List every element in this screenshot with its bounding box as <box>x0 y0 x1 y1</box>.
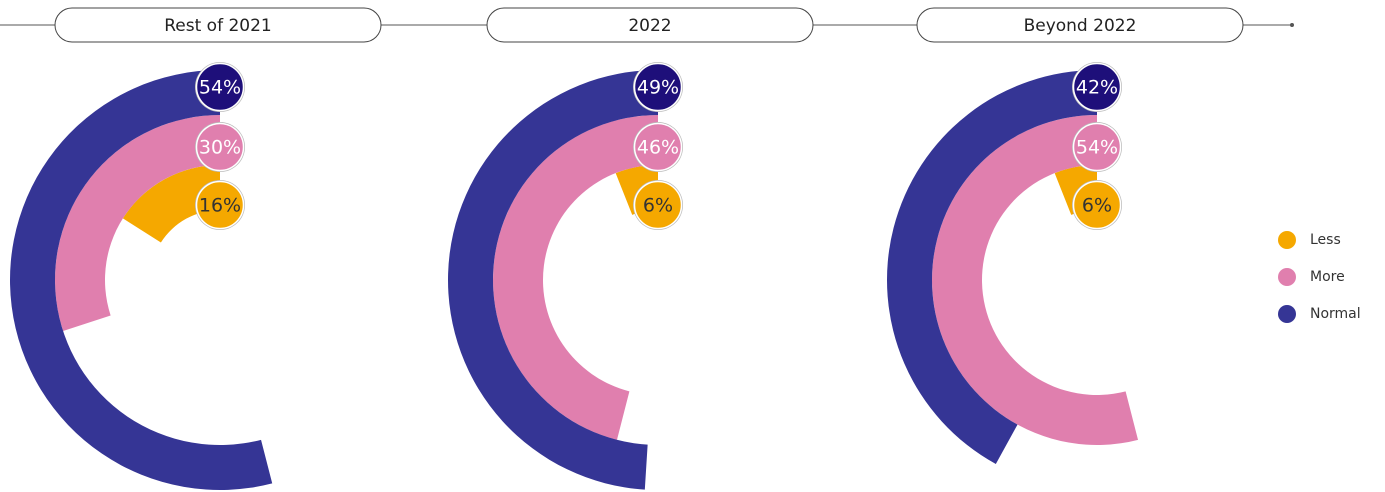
value-label: 6% <box>643 195 673 217</box>
period-title: Rest of 2021 <box>164 16 272 36</box>
value-label: 42% <box>1076 77 1118 99</box>
value-badge-inner <box>195 62 245 112</box>
legend-label: Less <box>1310 232 1341 248</box>
value-label: 46% <box>637 137 679 159</box>
value-badge-inner <box>195 180 245 230</box>
legend-label: Normal <box>1310 306 1361 322</box>
value-badge-inner <box>1072 62 1122 112</box>
timeline-end <box>1290 23 1294 27</box>
value-label: 54% <box>1076 137 1118 159</box>
ring-segment <box>931 115 1139 445</box>
legend-swatch <box>1278 305 1296 323</box>
ring-segment <box>55 115 220 331</box>
ring-segment <box>492 115 658 440</box>
ring-segment <box>122 165 220 243</box>
legend-swatch <box>1278 268 1296 286</box>
period-pill <box>486 7 814 43</box>
value-badge-inner <box>195 122 245 172</box>
legend-label: More <box>1310 269 1345 285</box>
period-title: Beyond 2022 <box>1024 16 1137 36</box>
period-title: 2022 <box>628 16 671 36</box>
value-badge-inner <box>633 180 683 230</box>
value-badge-inner <box>633 62 683 112</box>
value-label: 16% <box>199 195 241 217</box>
value-badge-inner <box>1072 180 1122 230</box>
value-label: 49% <box>637 77 679 99</box>
value-label: 30% <box>199 137 241 159</box>
value-label: 54% <box>199 77 241 99</box>
period-pill <box>54 7 382 43</box>
value-label: 6% <box>1082 195 1112 217</box>
ring-segment <box>448 70 658 490</box>
ring-segment <box>886 70 1097 465</box>
period-pill <box>916 7 1244 43</box>
value-badge-inner <box>1072 122 1122 172</box>
value-badge-inner <box>633 122 683 172</box>
legend-swatch <box>1278 231 1296 249</box>
ring-segment <box>10 70 273 490</box>
